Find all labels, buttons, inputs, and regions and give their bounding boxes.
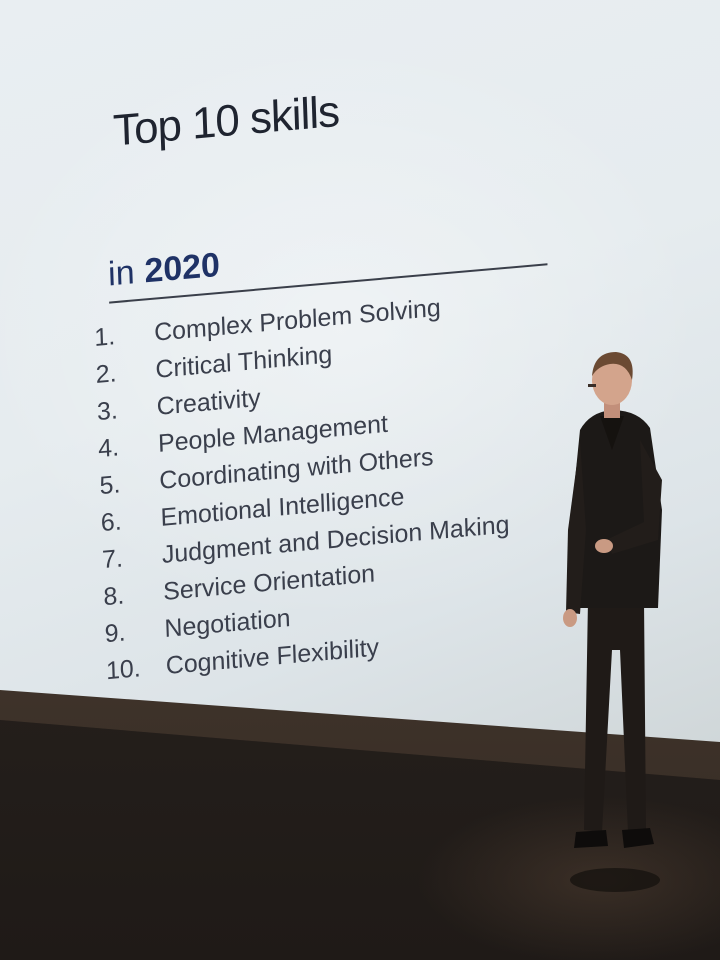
skill-number: 4. bbox=[97, 433, 120, 464]
skills-list: 1. Complex Problem Solving 2. Critical Thi… bbox=[94, 288, 514, 694]
skill-number: 10. bbox=[105, 654, 142, 686]
skill-number: 9. bbox=[104, 618, 127, 649]
skill-number: 7. bbox=[101, 544, 124, 575]
presenter-silhouette bbox=[563, 352, 662, 892]
subtitle-year: 2020 bbox=[143, 245, 221, 291]
skill-number: 5. bbox=[99, 470, 121, 501]
skill-number: 1. bbox=[93, 322, 116, 353]
subtitle-prefix: in bbox=[107, 253, 136, 294]
slide-subtitle: in 2020 bbox=[108, 246, 221, 295]
skill-number: 2. bbox=[95, 359, 117, 390]
skill-number: 3. bbox=[96, 396, 119, 427]
presentation-slide: Top 10 skills in 2020 1. Complex Problem S… bbox=[70, 0, 610, 685]
slide-title: Top 10 skills bbox=[112, 86, 340, 156]
skill-number: 8. bbox=[102, 581, 125, 612]
presenter-figure bbox=[540, 350, 680, 910]
skill-number: 6. bbox=[100, 507, 123, 538]
